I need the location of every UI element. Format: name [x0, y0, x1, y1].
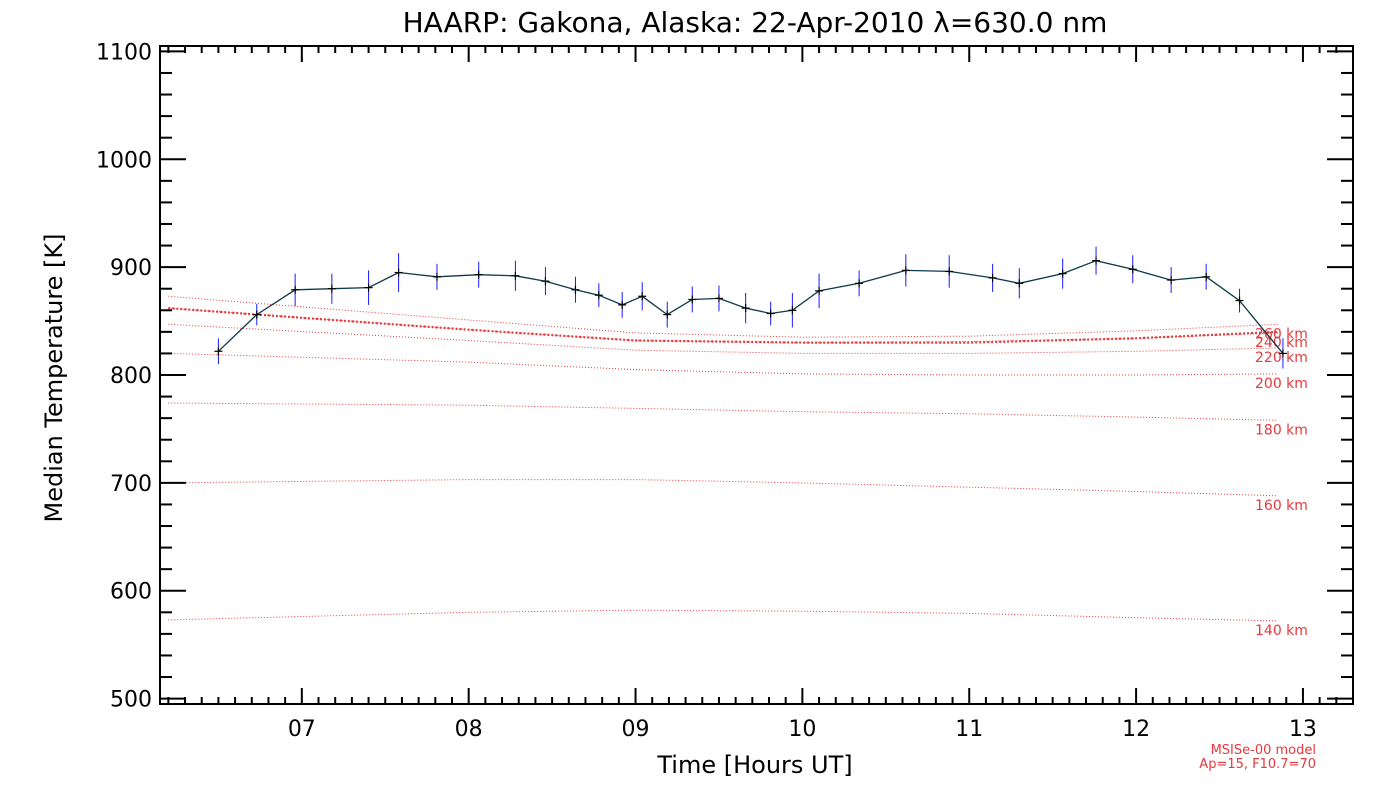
data-point: [638, 282, 647, 311]
y-tick-label: 1000: [96, 148, 152, 173]
data-point: [1058, 258, 1067, 289]
y-tick-label: 500: [110, 688, 152, 713]
y-tick-label: 900: [110, 256, 152, 281]
data-point: [618, 291, 627, 318]
y-tick-label: 600: [110, 580, 152, 605]
y-tick-label: 800: [110, 364, 152, 389]
x-tick-label: 07: [288, 717, 316, 742]
model-label-160km: 160 km: [1255, 498, 1308, 514]
x-tick-label: 09: [622, 717, 650, 742]
model-curve-highlight: [168, 307, 1278, 344]
model-note: MSISe-00 model: [1211, 743, 1316, 758]
model-curve-200km: [168, 352, 1278, 376]
x-axis-title: Time [Hours UT]: [656, 751, 852, 779]
model-curve-180km: [168, 402, 1278, 421]
data-point: [1278, 338, 1287, 369]
data-point: [1015, 268, 1024, 299]
data-point: [815, 273, 824, 309]
data-point: [1167, 267, 1176, 294]
model-label-200km: 200 km: [1255, 376, 1308, 392]
data-point: [688, 286, 697, 313]
model-curve-240km: [168, 307, 1278, 344]
model-curve-260km: [168, 295, 1278, 338]
data-point: [571, 276, 580, 303]
model-label-220km: 220 km: [1255, 350, 1308, 366]
x-tick-label: 13: [1289, 717, 1317, 742]
data-point: [945, 255, 954, 288]
plot-frame: [159, 45, 1354, 705]
data-point: [855, 270, 864, 297]
model-label-260km: 260 km: [1255, 326, 1308, 342]
model-params: Ap=15, F10.7=70: [1199, 757, 1316, 772]
data-point: [901, 254, 910, 287]
model-label-240km: 240 km: [1255, 335, 1308, 351]
data-point: [1235, 288, 1244, 313]
data-point: [1092, 246, 1101, 275]
data-point: [394, 253, 403, 292]
x-tick-label: 12: [1122, 717, 1150, 742]
data-point: [364, 270, 373, 305]
model-curve-160km: [168, 479, 1278, 497]
data-point: [291, 273, 300, 306]
chart-title: HAARP: Gakona, Alaska: 22-Apr-2010 λ=630…: [403, 6, 1108, 39]
y-tick-label: 700: [110, 472, 152, 497]
data-point: [766, 301, 775, 326]
y-tick-label: 1100: [96, 40, 152, 65]
axes: 07 08 09 10 11 12 13 500 600 700 800 900 1000 1100: [96, 40, 1354, 742]
data-point: [327, 273, 336, 304]
x-tick-label: 10: [788, 717, 816, 742]
data-point: [252, 303, 261, 326]
data-point: [741, 293, 750, 324]
data-point: [594, 283, 603, 308]
data-point: [988, 263, 997, 292]
measured-series: [214, 246, 1287, 369]
model-curve-220km: [168, 323, 1278, 354]
data-point: [511, 260, 520, 291]
x-tick-label: 11: [955, 717, 983, 742]
data-point: [714, 285, 723, 312]
data-point: [663, 301, 672, 328]
data-point: [1202, 263, 1211, 290]
model-label-180km: 180 km: [1255, 422, 1308, 438]
data-point: [788, 293, 797, 328]
data-point: [432, 263, 441, 290]
data-point: [1128, 255, 1137, 284]
y-axis-title: Median Temperature [K]: [40, 233, 68, 522]
data-point: [541, 267, 550, 296]
model-label-140km: 140 km: [1255, 623, 1308, 639]
data-point: [474, 261, 483, 288]
model-curve-140km: [168, 609, 1278, 622]
data-point: [214, 338, 223, 365]
x-tick-label: 08: [455, 717, 483, 742]
